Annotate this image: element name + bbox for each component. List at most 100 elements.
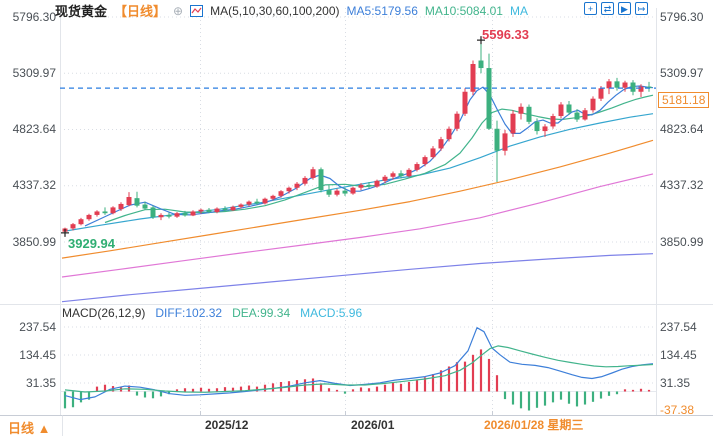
macd-params-label: MACD(26,12,9) bbox=[62, 306, 146, 320]
candle-body bbox=[622, 82, 628, 88]
candle-body bbox=[126, 197, 132, 206]
candle-body bbox=[630, 82, 636, 92]
candle-body bbox=[342, 190, 348, 194]
candle-body bbox=[190, 211, 196, 216]
candle-body bbox=[142, 204, 148, 209]
macd-y-label-left: 134.45 bbox=[19, 348, 56, 362]
jump-to-latest-icon[interactable]: ↦ bbox=[635, 2, 648, 15]
candle-body bbox=[494, 128, 500, 151]
y-label-right: 3850.99 bbox=[660, 235, 704, 249]
period-selector[interactable]: 日线 ▲ bbox=[8, 418, 51, 436]
candle-body bbox=[350, 187, 356, 194]
candle-body bbox=[214, 208, 220, 213]
low-price-annotation: 3929.94 bbox=[68, 236, 115, 251]
scroll-right-icon[interactable]: ▶ bbox=[618, 2, 631, 15]
diff-value: DIFF:102.32 bbox=[155, 306, 223, 320]
candle-body bbox=[430, 148, 436, 158]
dea-line bbox=[64, 345, 654, 393]
candle-body bbox=[478, 60, 484, 69]
macd-min-label: -37.38 bbox=[660, 403, 695, 417]
candle-body bbox=[366, 184, 372, 187]
candle-body bbox=[590, 98, 596, 111]
candle-body bbox=[398, 173, 404, 177]
candle-body bbox=[278, 191, 284, 196]
candle-body bbox=[550, 116, 556, 127]
macd-header: MACD(26,12,9) DIFF:102.32 DEA:99.34 MACD… bbox=[62, 306, 362, 320]
candle-body bbox=[446, 128, 452, 140]
candle-body bbox=[542, 126, 548, 132]
candle-body bbox=[302, 177, 308, 184]
symbol-name: 现货黄金 bbox=[55, 4, 108, 19]
candle-body bbox=[270, 195, 276, 199]
triangle-up-icon: ▲ bbox=[37, 421, 51, 436]
ma-line-ma30 bbox=[64, 113, 654, 232]
candle-body bbox=[326, 190, 332, 195]
candle-body bbox=[486, 68, 492, 129]
candle-body bbox=[638, 86, 644, 92]
macd-value: MACD:5.96 bbox=[300, 306, 363, 320]
candle-body bbox=[382, 176, 388, 181]
last-price-badge: 5181.18 bbox=[658, 92, 710, 108]
macd-y-label-right: 237.54 bbox=[660, 320, 697, 334]
macd-y-label-left: 237.54 bbox=[19, 320, 56, 334]
ma10-value: MA10:5084.01 bbox=[424, 3, 503, 18]
y-label-left: 3850.99 bbox=[12, 235, 56, 249]
candle-body bbox=[174, 213, 180, 217]
candle-body bbox=[150, 207, 156, 218]
candle-body bbox=[102, 211, 108, 214]
candle-body bbox=[70, 224, 76, 229]
candle-body bbox=[78, 219, 84, 225]
chart-toolbar: + ⇄ ▶ ↦ bbox=[584, 2, 648, 15]
macd-y-label-right: 134.45 bbox=[660, 348, 697, 362]
candle-body bbox=[526, 106, 532, 122]
fit-range-icon[interactable]: ⇄ bbox=[601, 2, 614, 15]
chart-header: 现货黄金 【日线】 ⊕ MA(5,10,30,60,100,200) MA5:5… bbox=[55, 1, 528, 20]
expand-plus-icon[interactable]: ⊕ bbox=[173, 3, 184, 18]
candle-body bbox=[182, 213, 188, 216]
candle-body bbox=[598, 88, 604, 99]
candle-body bbox=[158, 214, 164, 218]
crosshair-icon[interactable]: + bbox=[584, 2, 597, 15]
candle-body bbox=[310, 169, 316, 178]
candle-body bbox=[238, 204, 244, 207]
candle-body bbox=[206, 209, 212, 213]
candle-body bbox=[518, 106, 524, 114]
x-highlight-date: 2026/01/28 星期三 bbox=[484, 418, 584, 432]
candle-body bbox=[414, 164, 420, 170]
y-label-left: 4823.64 bbox=[12, 122, 56, 136]
candle-body bbox=[94, 211, 100, 215]
candle-body bbox=[566, 104, 572, 113]
candle-body bbox=[246, 201, 252, 205]
candle-body bbox=[318, 169, 324, 191]
ma5-value: MA5:5179.56 bbox=[346, 3, 418, 18]
candle-body bbox=[198, 209, 204, 212]
ma-line-ma60 bbox=[61, 139, 654, 259]
ma-indicator-icon[interactable] bbox=[190, 4, 204, 17]
candle-body bbox=[134, 198, 140, 206]
ma-line-ma10 bbox=[104, 94, 654, 224]
candle-body bbox=[286, 187, 292, 192]
y-label-left: 5309.97 bbox=[12, 66, 56, 80]
candle-body bbox=[390, 173, 396, 177]
y-label-left: 5796.30 bbox=[12, 10, 56, 24]
candle-body bbox=[462, 91, 468, 114]
candle-body bbox=[86, 214, 92, 220]
y-label-right: 5309.97 bbox=[660, 66, 704, 80]
dea-value: DEA:99.34 bbox=[232, 306, 291, 320]
candle-body bbox=[582, 110, 588, 120]
candle-body bbox=[118, 203, 124, 210]
candle-body bbox=[358, 184, 364, 188]
diff-line bbox=[64, 327, 654, 401]
candle-body bbox=[510, 113, 516, 134]
candle-body bbox=[574, 112, 580, 120]
candle-body bbox=[334, 190, 340, 195]
candle-body bbox=[262, 198, 268, 204]
candle-body bbox=[422, 157, 428, 165]
y-label-left: 4337.32 bbox=[12, 178, 56, 192]
candle-body bbox=[454, 113, 460, 129]
ma30-value-truncated: MA bbox=[509, 3, 528, 18]
candle-body bbox=[438, 139, 444, 149]
candle-body bbox=[254, 201, 260, 204]
macd-y-label-right: 31.35 bbox=[660, 376, 691, 390]
